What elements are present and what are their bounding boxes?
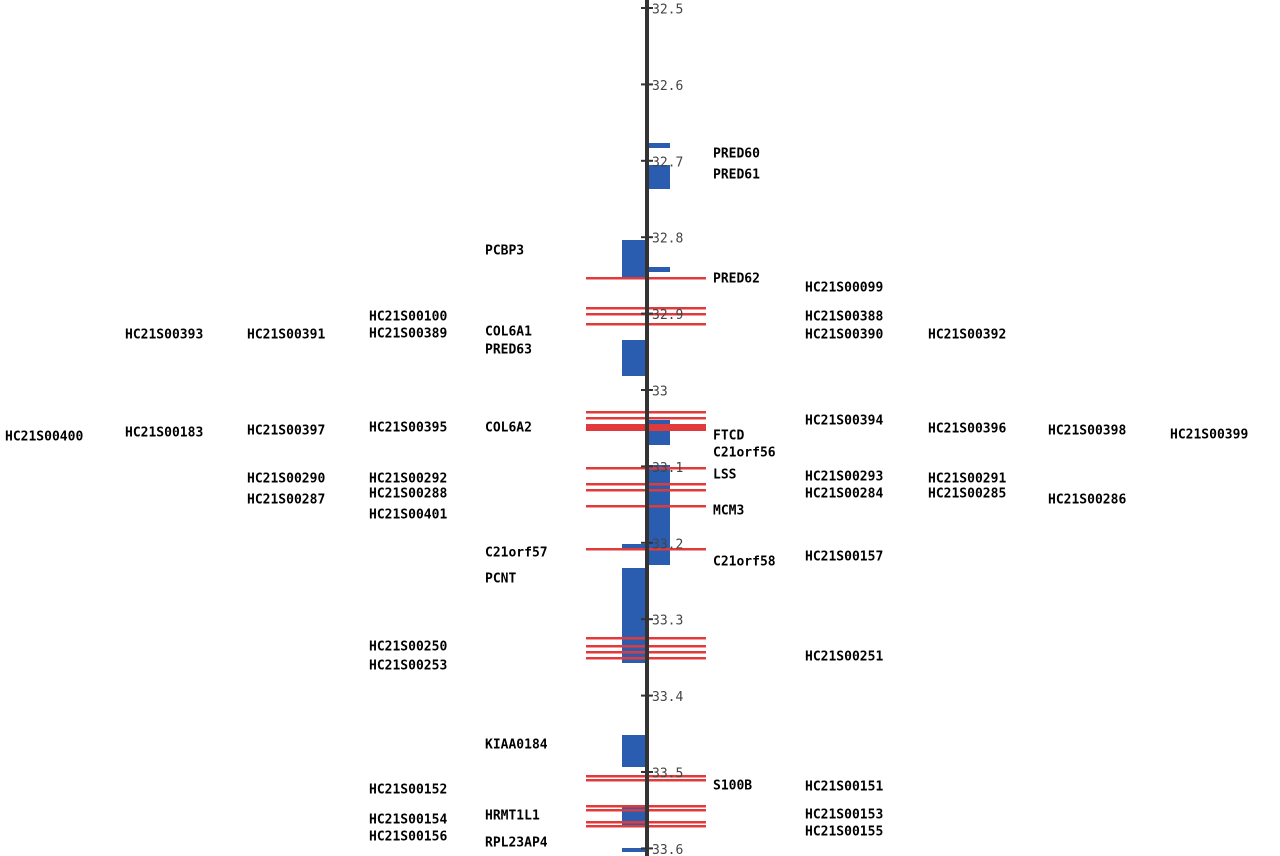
gene-label: HC21S00291 [928,472,1006,487]
gene-label: HC21S00183 [125,426,203,441]
gene-label: HC21S00388 [805,310,883,325]
gene-label: HC21S00253 [369,659,447,674]
gene-label: HC21S00399 [1170,428,1248,443]
gene-label: MCM3 [713,504,744,519]
gene-label: HC21S00285 [928,487,1006,502]
axis-ticks: 32.5 32.6 32.7 32.8 32.9 33 33.1 33.2 33.3 33.4 33… [641,3,683,856]
tick-label: 32.6 [652,79,683,94]
gene-block [622,544,645,548]
gene-label: HC21S00389 [369,327,447,342]
gene-label: HC21S00292 [369,472,447,487]
gene-block [648,267,670,272]
gene-label: HC21S00100 [369,310,447,325]
gene-label: HC21S00284 [805,487,883,502]
gene-label: HC21S00393 [125,328,203,343]
gene-label: HC21S00400 [5,430,83,445]
gene-block [622,848,645,852]
tick-label: 33.4 [652,690,683,705]
tick-label: 33.5 [652,767,683,782]
tick-label: 32.9 [652,308,683,323]
gene-block [648,143,670,148]
gene-label: C21orf56 [713,446,776,461]
tick-label: 32.7 [652,155,683,170]
gene-block [648,165,670,189]
tick-label: 32.8 [652,232,683,247]
tick-label: 33.1 [652,461,683,476]
gene-label: HC21S00157 [805,550,883,565]
tick-label: 33.6 [652,843,683,856]
gene-label: HC21S00287 [247,493,325,508]
gene-label: S100B [713,779,752,794]
gene-label: HC21S00156 [369,830,447,845]
gene-block [622,568,645,663]
gene-label: C21orf58 [713,555,776,570]
gene-block [622,735,645,767]
gene-label: KIAA0184 [485,738,548,753]
gene-label: HC21S00397 [247,424,325,439]
gene-label: HC21S00099 [805,281,883,296]
gene-label: HC21S00390 [805,328,883,343]
gene-block [648,420,670,445]
gene-label: PRED60 [713,147,760,162]
gene-label: HC21S00155 [805,825,883,840]
gene-block [622,240,645,277]
gene-label: HC21S00401 [369,508,447,523]
gene-label: COL6A2 [485,421,532,436]
gene-label: HC21S00392 [928,328,1006,343]
gene-label: HC21S00288 [369,487,447,502]
gene-label: HC21S00391 [247,328,325,343]
tick-label: 32.5 [652,3,683,18]
gene-label: HC21S00250 [369,640,447,655]
gene-label: HC21S00398 [1048,424,1126,439]
gene-label: C21orf57 [485,546,548,561]
tick-label: 33.2 [652,537,683,552]
gene-label: HC21S00152 [369,783,447,798]
gene-label: PRED61 [713,168,760,183]
gene-label: HC21S00151 [805,780,883,795]
gene-block [622,340,645,376]
gene-label: COL6A1 [485,325,532,340]
gene-labels: PRED60 PRED61 PCBP3 PRED62 HC21S00099 HC21S00… [5,147,1248,851]
gene-label: FTCD [713,429,744,444]
gene-label: HRMT1L1 [485,809,540,824]
gene-label: HC21S00154 [369,813,447,828]
gene-label: HC21S00290 [247,472,325,487]
gene-label: HC21S00395 [369,421,447,436]
gene-label: HC21S00286 [1048,493,1126,508]
gene-label: HC21S00293 [805,470,883,485]
gene-label: HC21S00153 [805,808,883,823]
gene-label: RPL23AP4 [485,836,548,851]
gene-label: PCNT [485,572,516,587]
gene-label: HC21S00251 [805,650,883,665]
tick-label: 33 [652,385,668,400]
gene-label: PRED62 [713,272,760,287]
gene-label: HC21S00396 [928,422,1006,437]
tick-label: 33.3 [652,614,683,629]
gene-label: LSS [713,468,737,483]
gene-label: PRED63 [485,343,532,358]
gene-label: PCBP3 [485,244,524,259]
gene-label: HC21S00394 [805,414,883,429]
